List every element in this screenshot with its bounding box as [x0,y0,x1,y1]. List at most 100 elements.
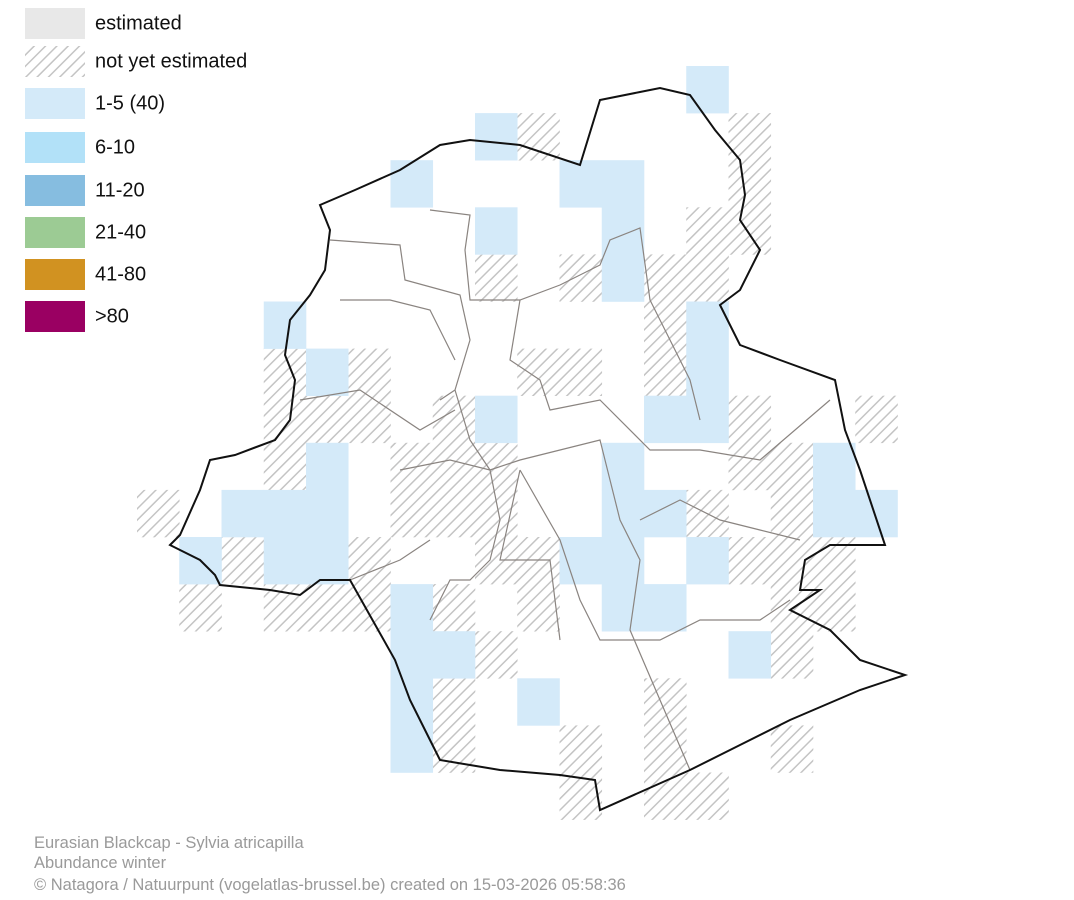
cell-unestimated [348,584,391,632]
cell-unestimated [390,489,434,538]
cell-unestimated [348,537,391,585]
cell-unestimated [644,254,687,302]
cell-abundance [686,537,729,585]
cell-unestimated [770,631,814,679]
cell-unestimated [475,489,518,538]
legend-swatch [25,8,85,39]
cell-unestimated [644,348,687,396]
cell-unestimated [432,678,476,726]
cell-unestimated [559,348,603,396]
cell-abundance [390,584,434,632]
cell-abundance [644,395,687,444]
legend-swatch [25,88,85,119]
cell-abundance [813,442,856,491]
cell-abundance [221,489,265,538]
cell-unestimated [770,442,814,491]
cell-abundance [306,489,349,538]
legend-swatch [25,132,85,163]
legend-label: 41-80 [95,263,146,285]
cell-abundance [475,395,518,444]
cell-abundance [559,160,603,208]
map-type: Abundance winter [34,854,167,872]
cell-unestimated [644,301,687,349]
cell-unestimated [644,725,687,773]
cell-abundance [728,631,772,679]
region-outline [168,86,909,812]
cell-unestimated [770,537,814,585]
legend-label: not yet estimated [95,50,247,72]
cell-abundance [263,489,307,538]
cell-abundance [686,348,729,396]
cell-unestimated [517,113,560,161]
cell-abundance [475,207,518,255]
cell-unestimated [432,489,476,538]
cell-abundance [601,254,645,302]
cell-abundance [390,160,434,208]
commune-borders [299,209,831,771]
cell-unestimated [475,631,518,679]
cell-unestimated [644,772,687,820]
cell-abundance [601,584,645,632]
cell-unestimated [686,207,729,255]
cell-unestimated [728,160,772,208]
species-name: Eurasian Blackcap - Sylvia atricapilla [34,834,304,852]
cell-unestimated [517,584,560,632]
cell-abundance [306,348,349,396]
cell-unestimated [517,348,560,396]
legend-swatch [25,259,85,290]
cell-unestimated [475,442,518,491]
cell-abundance [475,113,518,161]
cell-unestimated [475,537,518,585]
legend-label: 6-10 [95,136,135,158]
cell-abundance [517,678,560,726]
legend-label: 21-40 [95,221,146,243]
cell-unestimated [263,395,307,444]
cell-abundance [306,442,349,491]
cell-unestimated [813,584,856,632]
cell-unestimated [348,348,391,396]
abundance-cells [179,66,898,773]
cell-unestimated [559,254,603,302]
cell-abundance [559,537,603,585]
cell-abundance [390,631,434,679]
cell-unestimated [263,584,307,632]
cell-unestimated [559,725,603,773]
cell-unestimated [475,254,518,302]
legend-label: >80 [95,305,129,327]
cell-abundance [601,489,645,538]
cell-unestimated [306,584,349,632]
cell-unestimated [517,537,560,585]
cell-unestimated [728,442,772,491]
cell-unestimated [686,254,729,302]
cell-unestimated [137,489,180,538]
legend-swatch [25,301,85,332]
legend-label: estimated [95,12,182,34]
cell-unestimated [855,395,898,444]
cell-abundance [263,537,307,585]
cell-abundance [644,584,687,632]
cell-unestimated [432,584,476,632]
cell-abundance [601,160,645,208]
legend-label: 11-20 [95,179,145,201]
cell-abundance [601,442,645,491]
cell-unestimated [432,442,476,491]
cell-unestimated [390,442,434,491]
cell-unestimated [221,537,265,585]
legend-label: 1-5 (40) [95,92,165,114]
cell-unestimated [728,113,772,161]
cell-unestimated [263,442,307,491]
cell-unestimated [644,678,687,726]
legend-swatch [25,175,85,206]
cell-abundance [644,489,687,538]
cell-unestimated [348,395,391,444]
cell-unestimated [686,772,729,820]
cell-abundance [686,66,729,114]
cell-unestimated [179,584,222,632]
legend: estimated not yet estimated 1-5 (40) 6-10 11… [25,8,247,332]
cell-unestimated [728,207,772,255]
cell-abundance [601,207,645,255]
cell-unestimated [770,489,814,538]
cell-unestimated [306,395,349,444]
cell-abundance [813,489,856,538]
